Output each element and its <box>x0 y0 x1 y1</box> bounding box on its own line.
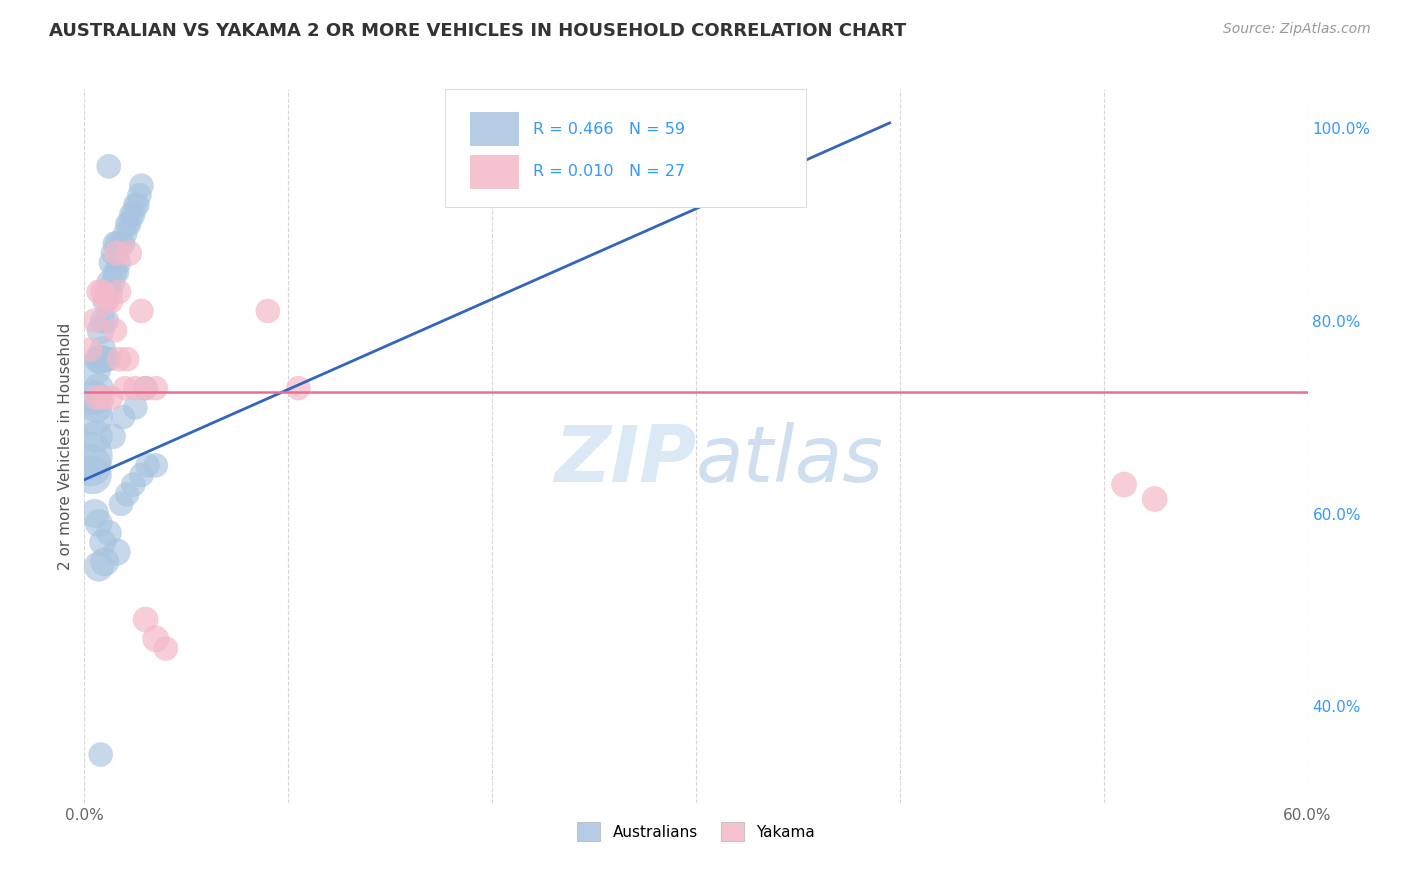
Point <box>100 391 122 405</box>
Point <box>112 236 135 251</box>
Point <box>87 352 110 367</box>
Point <box>91 391 114 405</box>
Point <box>101 429 124 443</box>
Point <box>104 323 127 337</box>
Point <box>115 352 138 367</box>
Point <box>1143 491 1166 506</box>
Point <box>115 217 138 231</box>
Point <box>100 294 122 309</box>
Point <box>83 507 105 521</box>
Point <box>124 381 146 395</box>
Point <box>91 535 114 549</box>
Point <box>91 343 114 357</box>
Point <box>79 458 101 473</box>
Point <box>131 304 153 318</box>
Point <box>110 236 132 251</box>
Point <box>86 391 108 405</box>
Point <box>93 352 115 367</box>
Point <box>114 227 136 241</box>
Text: atlas: atlas <box>696 422 884 499</box>
Point <box>108 256 131 270</box>
Point <box>114 381 136 395</box>
Point <box>136 458 159 473</box>
Point <box>97 525 120 540</box>
FancyBboxPatch shape <box>446 89 806 207</box>
Point <box>104 265 127 279</box>
Point <box>90 323 112 337</box>
Point <box>257 304 280 318</box>
Point <box>287 381 309 395</box>
Legend: Australians, Yakama: Australians, Yakama <box>569 814 823 848</box>
Point <box>97 275 120 289</box>
Point <box>91 285 114 299</box>
Text: R = 0.010   N = 27: R = 0.010 N = 27 <box>533 164 685 179</box>
Text: ZIP: ZIP <box>554 422 696 499</box>
Point <box>122 477 145 491</box>
Point <box>96 294 118 309</box>
Y-axis label: 2 or more Vehicles in Household: 2 or more Vehicles in Household <box>58 322 73 570</box>
Point <box>105 246 128 260</box>
Point <box>112 410 135 425</box>
Point <box>77 449 100 463</box>
Point <box>79 343 101 357</box>
Point <box>83 410 105 425</box>
Point <box>1114 477 1136 491</box>
Point <box>118 217 141 231</box>
Point <box>122 208 145 222</box>
Point <box>86 401 108 415</box>
Point <box>82 467 104 482</box>
Point <box>105 236 128 251</box>
Point <box>108 352 131 367</box>
Point <box>87 516 110 530</box>
Point <box>145 632 167 646</box>
Point <box>124 401 146 415</box>
Point <box>131 178 153 193</box>
Text: Source: ZipAtlas.com: Source: ZipAtlas.com <box>1223 22 1371 37</box>
Point <box>124 198 146 212</box>
Bar <box>470 112 519 146</box>
Point <box>108 285 131 299</box>
Point <box>97 159 120 173</box>
Point <box>101 275 124 289</box>
Point <box>90 747 112 762</box>
Point <box>118 246 141 260</box>
Point <box>115 487 138 501</box>
Point <box>105 545 128 559</box>
Point <box>83 391 105 405</box>
Point <box>145 381 167 395</box>
Point <box>101 246 124 260</box>
Point <box>97 352 120 367</box>
Point <box>135 381 157 395</box>
Point <box>145 458 167 473</box>
Point <box>96 313 118 327</box>
Point <box>87 285 110 299</box>
Point <box>105 265 128 279</box>
Point <box>110 497 132 511</box>
Point <box>100 256 122 270</box>
Text: R = 0.466   N = 59: R = 0.466 N = 59 <box>533 121 685 136</box>
Point <box>90 352 112 367</box>
Point <box>128 188 150 202</box>
Point <box>93 294 115 309</box>
Point <box>100 285 122 299</box>
Point <box>93 555 115 569</box>
Point <box>86 429 108 443</box>
Point <box>96 285 118 299</box>
Point <box>127 198 149 212</box>
Bar <box>470 155 519 189</box>
Point <box>91 313 114 327</box>
Point <box>131 467 153 482</box>
Text: AUSTRALIAN VS YAKAMA 2 OR MORE VEHICLES IN HOUSEHOLD CORRELATION CHART: AUSTRALIAN VS YAKAMA 2 OR MORE VEHICLES … <box>49 22 907 40</box>
Point <box>83 313 105 327</box>
Point <box>135 613 157 627</box>
Point <box>155 641 177 656</box>
Point <box>87 559 110 574</box>
Point <box>135 381 157 395</box>
Point <box>87 381 110 395</box>
Point <box>120 208 142 222</box>
Point <box>83 362 105 376</box>
Point <box>104 236 127 251</box>
